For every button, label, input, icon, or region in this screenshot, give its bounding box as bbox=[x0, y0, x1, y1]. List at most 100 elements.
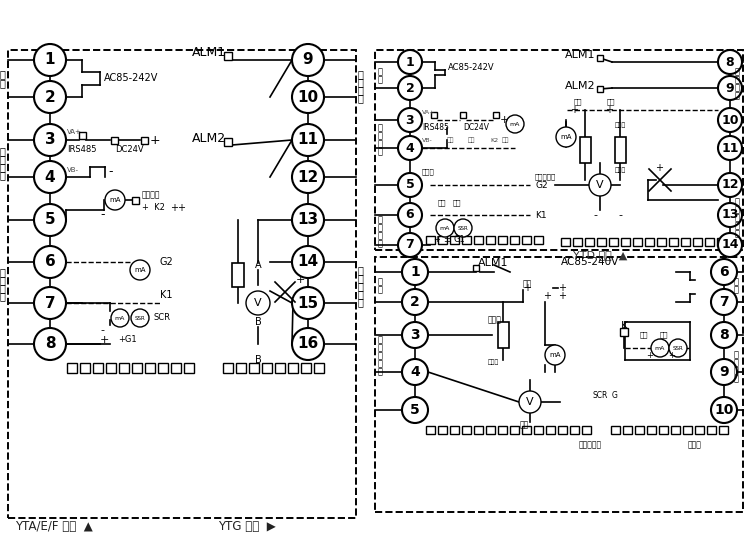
Bar bbox=[131, 197, 139, 204]
Bar bbox=[232, 263, 244, 287]
Text: mA: mA bbox=[134, 267, 146, 273]
Bar bbox=[110, 137, 118, 144]
Text: 报: 报 bbox=[377, 278, 382, 287]
Text: 电流: 电流 bbox=[640, 332, 649, 338]
Text: V: V bbox=[596, 180, 604, 190]
Bar bbox=[262, 363, 272, 373]
Text: +: + bbox=[433, 235, 439, 245]
Text: YTA/E/F 系列  ▲: YTA/E/F 系列 ▲ bbox=[15, 519, 93, 532]
Text: 电流: 电流 bbox=[574, 99, 583, 105]
Text: DC24V: DC24V bbox=[463, 124, 489, 132]
Text: DC24V: DC24V bbox=[115, 145, 144, 154]
Bar bbox=[140, 137, 148, 144]
Bar bbox=[493, 112, 499, 118]
Text: 13: 13 bbox=[298, 213, 319, 227]
Circle shape bbox=[718, 108, 742, 132]
Bar bbox=[521, 426, 530, 434]
Text: 12: 12 bbox=[297, 170, 319, 185]
Circle shape bbox=[718, 233, 742, 257]
Text: V: V bbox=[254, 298, 262, 308]
Text: +: + bbox=[543, 291, 551, 301]
Circle shape bbox=[292, 81, 324, 113]
Text: 固态: 固态 bbox=[660, 332, 668, 338]
Circle shape bbox=[292, 328, 324, 360]
Text: SSR: SSR bbox=[458, 226, 468, 231]
Bar bbox=[425, 236, 434, 244]
Text: SSR: SSR bbox=[135, 315, 146, 321]
Text: AC85-242V: AC85-242V bbox=[448, 64, 495, 72]
Bar bbox=[223, 363, 233, 373]
Circle shape bbox=[34, 246, 66, 278]
Text: 输: 输 bbox=[357, 289, 363, 299]
Text: ±: ± bbox=[443, 235, 450, 245]
Text: ++: ++ bbox=[170, 203, 186, 213]
Bar bbox=[106, 363, 116, 373]
Text: 主: 主 bbox=[0, 267, 5, 277]
Bar bbox=[668, 238, 677, 246]
Text: 1: 1 bbox=[406, 56, 414, 69]
Circle shape bbox=[402, 359, 428, 385]
Text: ALM1: ALM1 bbox=[565, 50, 596, 60]
Bar bbox=[485, 236, 494, 244]
Text: VB-: VB- bbox=[422, 138, 433, 143]
Bar bbox=[656, 238, 665, 246]
Circle shape bbox=[711, 259, 737, 285]
Circle shape bbox=[711, 359, 737, 385]
Circle shape bbox=[545, 345, 565, 365]
Text: +: + bbox=[296, 275, 305, 285]
Text: VA+: VA+ bbox=[422, 110, 435, 114]
Text: 热电阻: 热电阻 bbox=[614, 122, 626, 128]
Bar bbox=[509, 236, 518, 244]
Text: 副: 副 bbox=[377, 124, 382, 132]
Text: 感: 感 bbox=[357, 273, 363, 283]
Text: IRS485: IRS485 bbox=[422, 124, 448, 132]
Bar bbox=[533, 236, 542, 244]
Text: -: - bbox=[108, 165, 112, 179]
Bar bbox=[437, 236, 446, 244]
Bar bbox=[634, 426, 644, 434]
Bar bbox=[461, 236, 470, 244]
Bar bbox=[184, 363, 194, 373]
Text: 11: 11 bbox=[298, 132, 319, 147]
Text: 3: 3 bbox=[406, 113, 414, 126]
Text: 继电器: 继电器 bbox=[422, 168, 435, 176]
Text: SCR: SCR bbox=[153, 314, 170, 322]
Bar bbox=[584, 238, 593, 246]
Text: +: + bbox=[558, 283, 566, 293]
Text: 传: 传 bbox=[357, 265, 363, 275]
Text: mA: mA bbox=[440, 226, 450, 231]
Text: 7: 7 bbox=[406, 239, 414, 252]
Bar bbox=[132, 363, 142, 373]
Circle shape bbox=[292, 204, 324, 236]
Text: 器: 器 bbox=[377, 352, 382, 361]
Text: 入: 入 bbox=[357, 297, 363, 307]
Text: mA: mA bbox=[655, 346, 665, 350]
Circle shape bbox=[292, 44, 324, 76]
Text: 变送: 变送 bbox=[502, 137, 509, 143]
Text: 3: 3 bbox=[410, 328, 420, 342]
Circle shape bbox=[436, 219, 454, 237]
Text: 控: 控 bbox=[377, 224, 382, 233]
Bar bbox=[485, 426, 494, 434]
Bar bbox=[620, 328, 628, 336]
Bar bbox=[79, 132, 86, 138]
Bar bbox=[682, 426, 692, 434]
Text: +: + bbox=[100, 335, 109, 345]
Circle shape bbox=[669, 339, 687, 357]
Circle shape bbox=[398, 108, 422, 132]
Text: 9: 9 bbox=[303, 52, 313, 68]
Text: +: + bbox=[570, 105, 578, 115]
Circle shape bbox=[711, 289, 737, 315]
Bar bbox=[632, 238, 641, 246]
Bar bbox=[497, 236, 506, 244]
Text: 电压: 电压 bbox=[523, 280, 532, 288]
Circle shape bbox=[246, 291, 270, 315]
Text: 出: 出 bbox=[377, 147, 382, 157]
Text: 入: 入 bbox=[377, 368, 382, 376]
Text: G2: G2 bbox=[160, 257, 174, 267]
Text: 5: 5 bbox=[45, 213, 56, 227]
Bar bbox=[224, 138, 232, 146]
Bar bbox=[460, 112, 466, 118]
Circle shape bbox=[111, 309, 129, 327]
Bar bbox=[597, 55, 603, 61]
